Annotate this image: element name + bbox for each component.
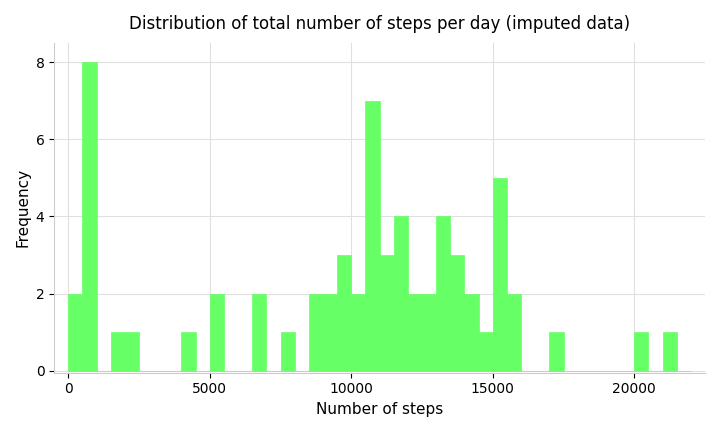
Bar bbox=[68, 294, 83, 371]
Bar bbox=[408, 294, 422, 371]
Bar bbox=[662, 332, 677, 371]
Bar bbox=[464, 294, 479, 371]
Bar bbox=[394, 216, 408, 371]
Bar bbox=[337, 255, 351, 371]
Y-axis label: Frequency: Frequency bbox=[15, 168, 30, 248]
Bar bbox=[549, 332, 564, 371]
Bar bbox=[125, 332, 139, 371]
Bar bbox=[366, 101, 379, 371]
Bar bbox=[379, 255, 394, 371]
Bar bbox=[450, 255, 464, 371]
Bar bbox=[479, 332, 492, 371]
X-axis label: Number of steps: Number of steps bbox=[316, 402, 444, 417]
Bar bbox=[181, 332, 196, 371]
Bar bbox=[422, 294, 436, 371]
Bar bbox=[323, 294, 337, 371]
Bar bbox=[83, 62, 96, 371]
Bar bbox=[281, 332, 294, 371]
Title: Distribution of total number of steps per day (imputed data): Distribution of total number of steps pe… bbox=[129, 15, 630, 33]
Bar bbox=[309, 294, 323, 371]
Bar bbox=[436, 216, 450, 371]
Bar bbox=[351, 294, 366, 371]
Bar bbox=[210, 294, 224, 371]
Bar bbox=[492, 178, 507, 371]
Bar bbox=[252, 294, 266, 371]
Bar bbox=[634, 332, 649, 371]
Bar bbox=[111, 332, 125, 371]
Bar bbox=[507, 294, 521, 371]
